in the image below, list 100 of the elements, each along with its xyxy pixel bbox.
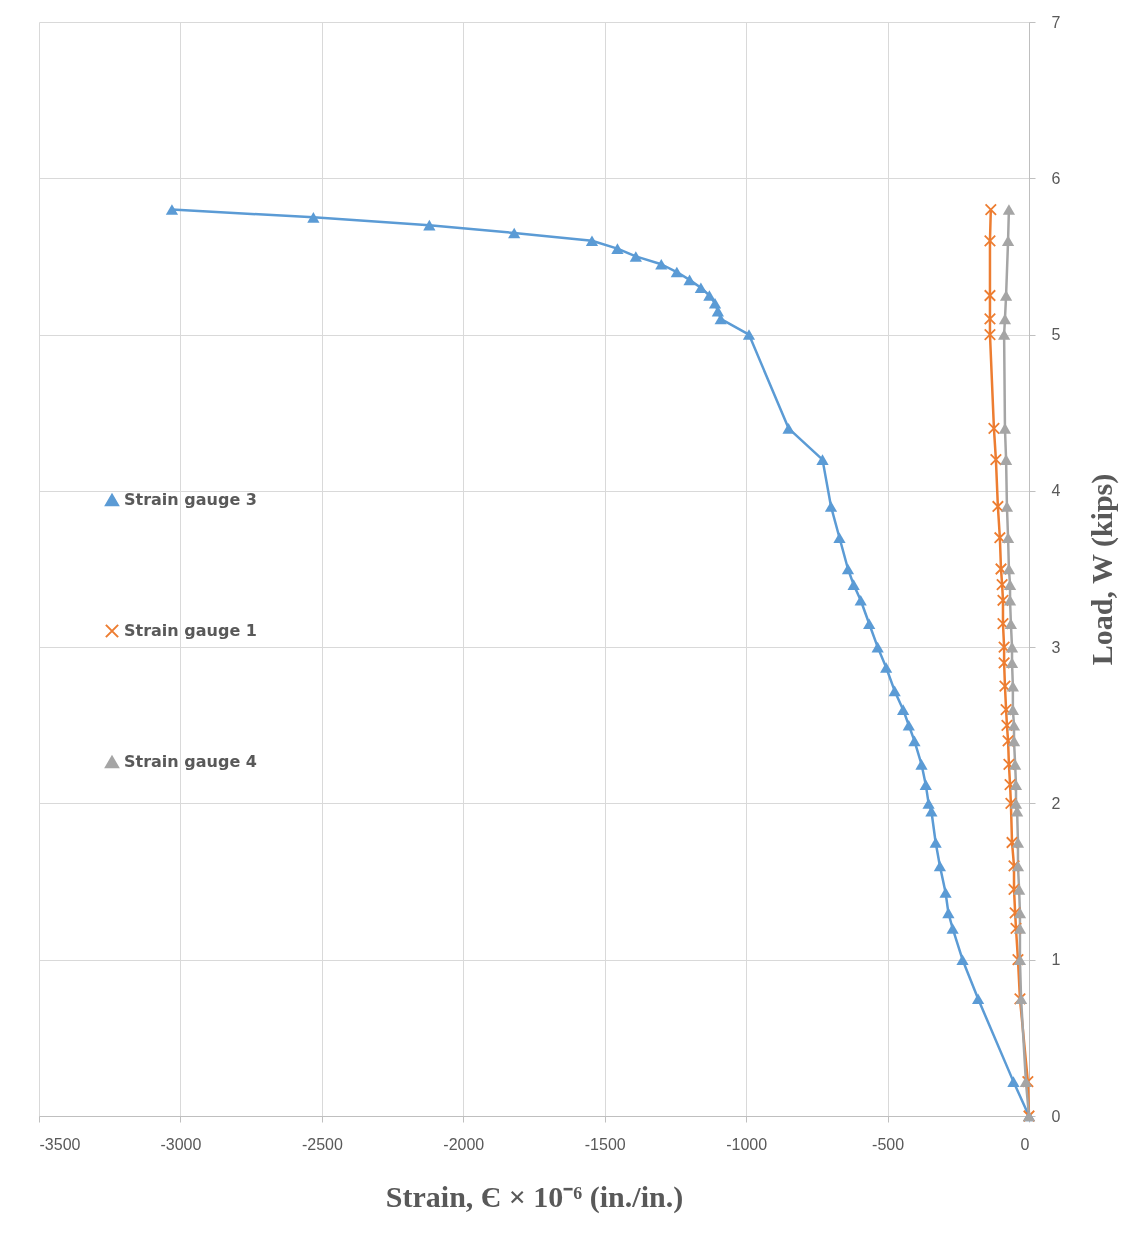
point: [997, 329, 1011, 340]
point: [1009, 922, 1023, 935]
point: [1009, 779, 1023, 790]
point: [942, 907, 955, 919]
point: [995, 578, 1009, 591]
y-tick-label: 1: [1051, 951, 1061, 969]
point: [888, 685, 901, 697]
point: [929, 837, 942, 848]
point: [987, 422, 1001, 435]
y-tick-label: 6: [1051, 169, 1061, 187]
point: [847, 579, 860, 590]
x-tick-label: -3000: [160, 1135, 202, 1153]
point: [1005, 641, 1019, 653]
point: [1009, 759, 1022, 770]
point: [683, 274, 696, 286]
point: [1002, 758, 1016, 771]
x-tick-label: -2500: [301, 1135, 343, 1153]
y-axis-title: Load, W (kips): [1085, 473, 1120, 666]
x-axis-title: Strain, Є × 10⁻⁶ (in./in.): [385, 1179, 684, 1214]
point: [915, 759, 928, 770]
point: [997, 641, 1011, 654]
legend-label: Strain gauge 3: [124, 490, 257, 509]
legend-label: Strain gauge 4: [124, 752, 257, 771]
y-tick-label: 2: [1051, 794, 1061, 812]
point: [946, 923, 959, 934]
point: [1013, 907, 1027, 919]
point: [585, 235, 599, 247]
x-tick-label: -2000: [443, 1135, 485, 1153]
point: [1004, 797, 1018, 810]
point: [971, 993, 985, 1005]
point: [824, 501, 838, 512]
point: [782, 423, 795, 434]
point: [880, 662, 893, 673]
y-tick-label: 5: [1051, 326, 1061, 344]
point: [956, 954, 969, 966]
point: [922, 798, 935, 809]
point: [1003, 579, 1017, 590]
point: [1002, 563, 1016, 575]
point: [1005, 657, 1019, 669]
point: [902, 719, 915, 731]
point: [1007, 883, 1021, 896]
point: [998, 680, 1012, 693]
point: [1011, 837, 1025, 848]
point: [742, 329, 756, 340]
point: [998, 423, 1012, 434]
x-tick-label: -1000: [726, 1135, 768, 1153]
point: [999, 703, 1013, 716]
point: [1000, 719, 1014, 732]
point: [670, 266, 683, 278]
point: [854, 594, 867, 606]
point: [655, 258, 668, 270]
point: [1003, 778, 1017, 791]
point: [1000, 501, 1014, 512]
point: [919, 779, 932, 790]
point: [933, 860, 947, 872]
point: [423, 219, 436, 231]
point: [991, 500, 1005, 513]
point: [508, 227, 521, 239]
point: [996, 617, 1010, 630]
y-tick-label: 3: [1051, 638, 1061, 656]
point: [1009, 798, 1023, 809]
point: [983, 289, 997, 302]
point: [1013, 923, 1027, 934]
x-tick-label: 0: [1020, 1135, 1030, 1153]
point: [694, 282, 708, 293]
x-tick-label: -3500: [39, 1135, 81, 1153]
point: [1011, 860, 1025, 872]
point: [989, 453, 1003, 466]
point: [1001, 235, 1015, 247]
legend-label: Strain gauge 1: [124, 621, 257, 640]
point: [939, 887, 952, 898]
point: [1012, 884, 1026, 895]
point: [996, 594, 1010, 607]
point: [983, 312, 997, 326]
y-tick-label: 4: [1051, 482, 1061, 500]
point: [871, 641, 884, 653]
point: [833, 532, 846, 544]
point: [993, 531, 1007, 544]
point: [1001, 532, 1015, 544]
point: [897, 704, 910, 715]
point: [1007, 735, 1021, 747]
point: [994, 562, 1008, 576]
point: [863, 618, 876, 629]
point: [998, 313, 1012, 325]
x-tick-label: -1500: [584, 1135, 626, 1153]
point: [629, 251, 642, 262]
point: [999, 290, 1013, 301]
point: [816, 454, 829, 465]
point: [1004, 618, 1018, 629]
point: [1002, 204, 1016, 215]
point: [1001, 734, 1015, 748]
point: [1007, 859, 1021, 873]
point: [983, 328, 997, 341]
point: [997, 656, 1011, 669]
y-tick-label: 7: [1051, 13, 1061, 31]
point: [703, 290, 716, 301]
point: [999, 454, 1013, 465]
point: [983, 234, 997, 247]
point: [908, 735, 921, 747]
y-tick-label: 0: [1051, 1107, 1061, 1125]
